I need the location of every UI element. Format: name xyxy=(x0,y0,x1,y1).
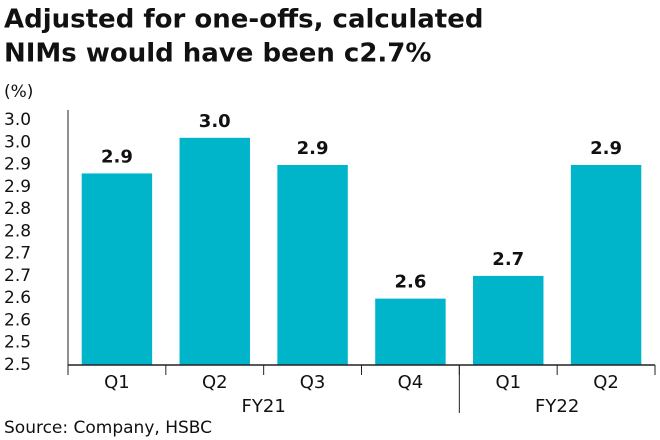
y-tick-label: 2.8 xyxy=(4,199,31,219)
x-tick-label: Q2 xyxy=(202,372,228,393)
y-tick-label: 3.0 xyxy=(4,132,31,152)
y-tick-label: 2.5 xyxy=(4,333,31,353)
group-label: FY21 xyxy=(242,396,286,417)
bar xyxy=(277,164,348,365)
y-tick-label: 2.7 xyxy=(4,244,31,264)
y-tick-label: 2.6 xyxy=(4,310,31,330)
x-tick-label: Q2 xyxy=(593,372,619,393)
value-label: 2.6 xyxy=(394,272,426,293)
x-tick-label: Q1 xyxy=(495,372,521,393)
y-tick-label: 2.5 xyxy=(4,355,31,375)
bar xyxy=(179,137,250,365)
bar xyxy=(570,164,642,365)
source: Source: Company, HSBC xyxy=(4,418,212,438)
y-tick-label: 3.0 xyxy=(4,110,31,130)
y-tick-label: 2.9 xyxy=(4,177,31,197)
x-tick-label: Q4 xyxy=(398,372,424,393)
chart-title: Adjusted for one-offs, calculated xyxy=(4,5,483,35)
value-label: 2.9 xyxy=(101,146,133,167)
value-label: 2.9 xyxy=(297,138,329,159)
value-label: 3.0 xyxy=(199,111,231,132)
y-tick-label: 2.8 xyxy=(4,221,31,241)
chart-title: NIMs would have been c2.7% xyxy=(4,39,431,69)
bar xyxy=(81,173,153,365)
value-label: 2.7 xyxy=(492,249,524,270)
y-axis-label: (%) xyxy=(4,82,33,102)
group-label: FY22 xyxy=(535,396,579,417)
bar xyxy=(375,298,446,365)
value-label: 2.9 xyxy=(590,138,622,159)
x-tick-label: Q1 xyxy=(104,372,130,393)
y-tick-label: 2.6 xyxy=(4,288,31,308)
x-tick-label: Q3 xyxy=(300,372,326,393)
bar xyxy=(473,275,544,365)
y-tick-label: 2.7 xyxy=(4,266,31,286)
y-tick-label: 2.9 xyxy=(4,155,31,175)
